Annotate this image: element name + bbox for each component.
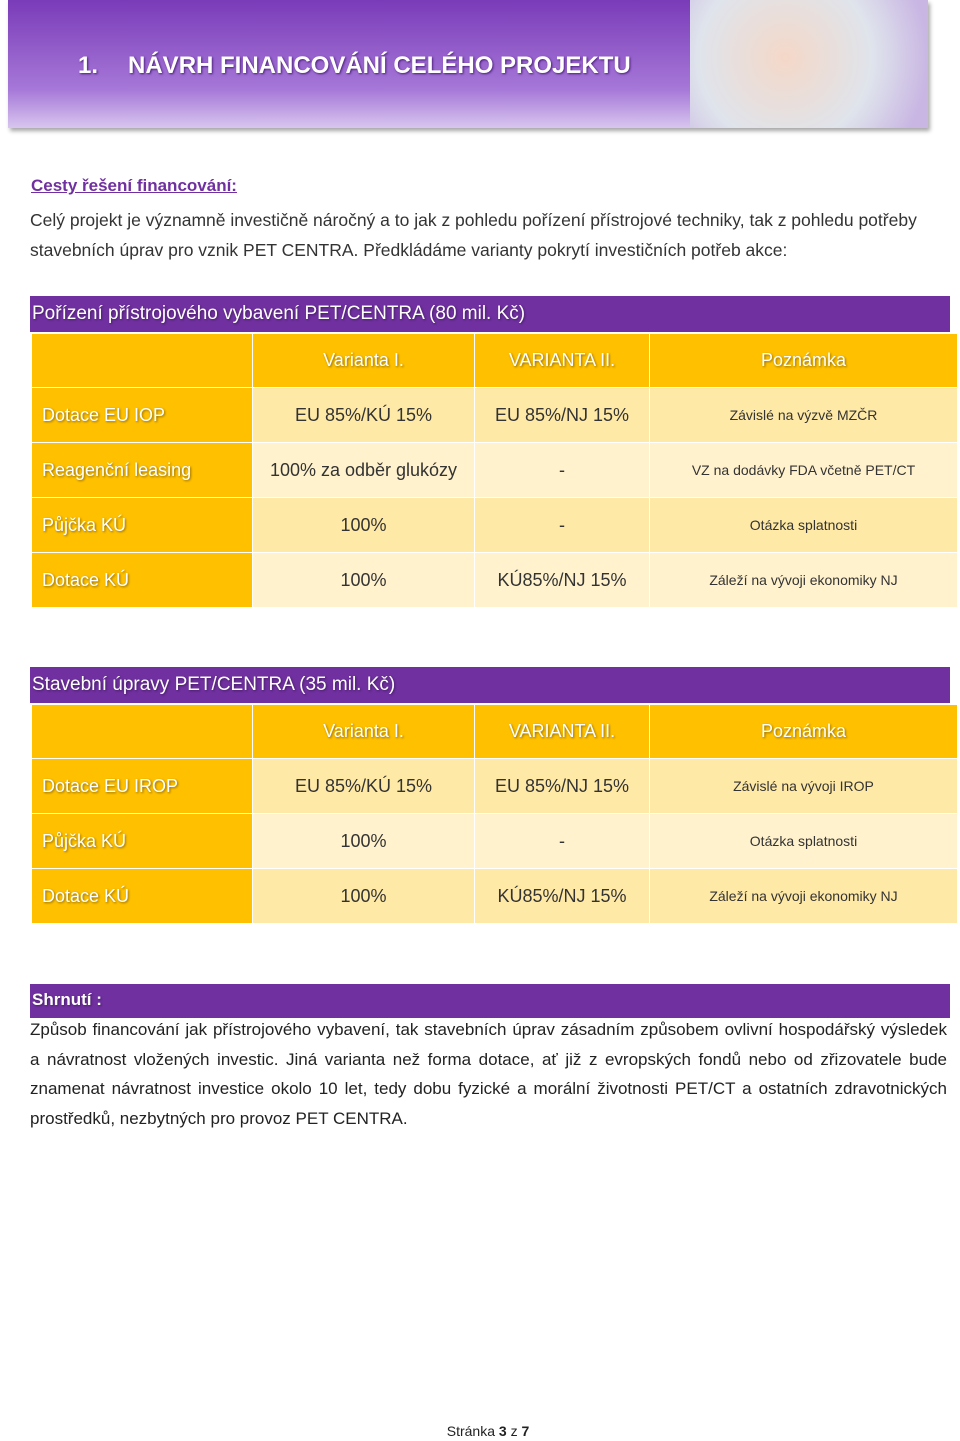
table-row: Půjčka KÚ 100% - Otázka splatnosti [32,498,958,553]
table-cell: Záleží na vývoji ekonomiky NJ [650,553,958,608]
title-text: NÁVRH FINANCOVÁNÍ CELÉHO PROJEKTU [128,52,631,79]
column-header: VARIANTA II. [475,334,650,388]
footer-total: 7 [521,1423,530,1439]
header-cell [32,705,253,759]
table-header-row: Varianta I. VARIANTA II. Poznámka [32,705,958,759]
table-cell: 100% [253,553,475,608]
row-label: Dotace EU IROP [32,759,253,814]
section-number: 1. [78,52,99,79]
header-cell [32,334,253,388]
summary-paragraph: Způsob financování jak přístrojového vyb… [30,1020,947,1128]
intro-paragraph: Celý projekt je významně investičně náro… [30,210,917,260]
intro-heading: Cesty řešení financování: [31,176,237,195]
footer-page: 3 [498,1423,507,1439]
row-label: Půjčka KÚ [32,498,253,553]
table-cell: Závislé na vývoji IROP [650,759,958,814]
column-header: Varianta I. [253,705,475,759]
page-footer: Stránka 3 z 7 [0,1423,960,1439]
table-cell: Záleží na vývoji ekonomiky NJ [650,869,958,924]
table-cell: 100% [253,814,475,869]
table-row: Reagenční leasing 100% za odběr glukózy - V… [32,443,958,498]
column-header: Poznámka [650,334,958,388]
column-header: Poznámka [650,705,958,759]
row-label: Dotace KÚ [32,869,253,924]
column-header: Varianta I. [253,334,475,388]
table-cell: VZ na dodávky FDA včetně PET/CT [650,443,958,498]
table-cell: EU 85%/NJ 15% [475,388,650,443]
footer-sep: z [510,1423,518,1439]
summary-heading: Shrnutí : [30,984,950,1018]
row-label: Dotace KÚ [32,553,253,608]
page-title: 1. NÁVRH FINANCOVÁNÍ CELÉHO PROJEKTU [78,52,631,80]
table-cell: Otázka splatnosti [650,814,958,869]
table: Varianta I. VARIANTA II. Poznámka Dotace EU… [32,705,958,924]
table-cell: KÚ85%/NJ 15% [475,553,650,608]
table: Varianta I. VARIANTA II. Poznámka Dotace EU… [32,334,958,608]
table-cell: - [475,814,650,869]
section-title: Pořízení přístrojového vybavení PET/CENT… [30,296,950,332]
section-title: Stavební úpravy PET/CENTRA (35 mil. Kč) [30,667,950,703]
table-row: Dotace EU IOP EU 85%/KÚ 15% EU 85%/NJ 15% Z… [32,388,958,443]
table-cell: 100% [253,869,475,924]
table-row: Dotace KÚ 100% KÚ85%/NJ 15% Záleží na vývoj… [32,869,958,924]
table-header-row: Varianta I. VARIANTA II. Poznámka [32,334,958,388]
table-cell: - [475,443,650,498]
table-cell: EU 85%/NJ 15% [475,759,650,814]
column-header: VARIANTA II. [475,705,650,759]
table-cell: - [475,498,650,553]
header-photo [690,0,928,128]
row-label: Dotace EU IOP [32,388,253,443]
table-row: Dotace KÚ 100% KÚ85%/NJ 15% Záleží na vývoj… [32,553,958,608]
row-label: Reagenční leasing [32,443,253,498]
table-cell: EU 85%/KÚ 15% [253,388,475,443]
table-row: Půjčka KÚ 100% - Otázka splatnosti [32,814,958,869]
table-row: Dotace EU IROP EU 85%/KÚ 15% EU 85%/NJ 15%… [32,759,958,814]
row-label: Půjčka KÚ [32,814,253,869]
table-cell: Závislé na výzvě MZČR [650,388,958,443]
table-cell: 100% za odběr glukózy [253,443,475,498]
table-cell: EU 85%/KÚ 15% [253,759,475,814]
table-cell: KÚ85%/NJ 15% [475,869,650,924]
table-cell: 100% [253,498,475,553]
table-cell: Otázka splatnosti [650,498,958,553]
footer-label: Stránka [446,1423,495,1439]
